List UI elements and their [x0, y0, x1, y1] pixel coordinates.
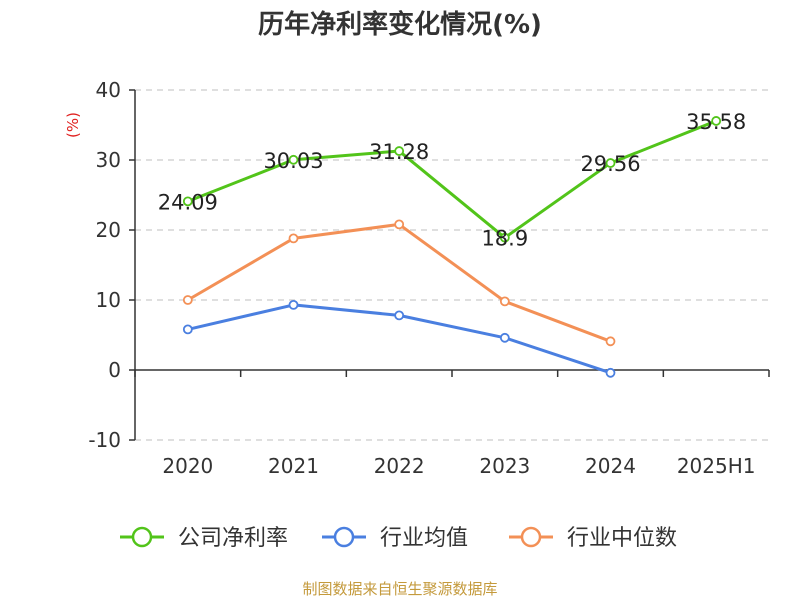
legend-label: 行业均值 — [380, 526, 468, 551]
data-point — [394, 310, 405, 321]
data-point — [605, 367, 616, 378]
data-label: 35.58 — [686, 110, 746, 134]
data-labels: 24.09 30.03 31.28 18.9 29.56 35.58 — [158, 110, 746, 251]
y-tick-label: 30 — [96, 148, 121, 172]
legend-marker — [131, 526, 153, 548]
data-label: 18.9 — [481, 227, 528, 251]
data-point — [499, 232, 510, 243]
x-tick-label: 2025H1 — [677, 454, 756, 478]
source-note: 制图数据来自恒生聚源数据库 — [302, 580, 497, 598]
legend-label: 公司净利率 — [178, 526, 288, 551]
legend: 公司净利率 行业均值 行业中位数 — [120, 526, 677, 551]
data-point — [394, 219, 405, 230]
series-line — [187, 222, 612, 343]
data-point — [499, 296, 510, 307]
data-point — [499, 332, 510, 343]
data-label: 30.03 — [263, 149, 323, 173]
legend-marker — [333, 526, 355, 548]
y-tick-label: 40 — [96, 78, 121, 102]
gridlines — [135, 89, 769, 441]
data-point — [711, 116, 722, 126]
data-point — [394, 146, 405, 156]
y-axis-unit: (%) — [64, 112, 82, 138]
series-line — [187, 119, 717, 240]
series-group — [182, 116, 722, 378]
x-tick-label: 2021 — [268, 454, 319, 478]
y-tick-label: -10 — [88, 428, 121, 452]
y-tick-label: 20 — [96, 218, 121, 242]
data-point — [288, 299, 299, 310]
data-label: 31.28 — [369, 140, 429, 164]
data-label: 29.56 — [580, 152, 640, 176]
x-tick-label: 2023 — [479, 454, 530, 478]
legend-label: 行业中位数 — [567, 526, 677, 551]
data-point — [182, 196, 193, 207]
y-tick-label: 0 — [108, 358, 121, 382]
y-tick-label: 10 — [96, 288, 121, 312]
axes: -10 0 10 20 30 40 2020 2021 2022 2023 2024 2025H1 — [88, 78, 770, 478]
data-point — [605, 336, 616, 347]
data-label: 24.09 — [158, 190, 218, 214]
data-point — [605, 158, 616, 168]
legend-marker — [520, 526, 542, 548]
x-tick-label: 2020 — [162, 454, 213, 478]
chart-title: 历年净利率变化情况(%) — [258, 9, 542, 40]
x-tick-label: 2024 — [585, 454, 636, 478]
data-point — [288, 233, 299, 244]
data-point — [182, 324, 193, 335]
x-tick-label: 2022 — [374, 454, 425, 478]
data-point — [288, 154, 299, 165]
data-point — [182, 295, 193, 305]
